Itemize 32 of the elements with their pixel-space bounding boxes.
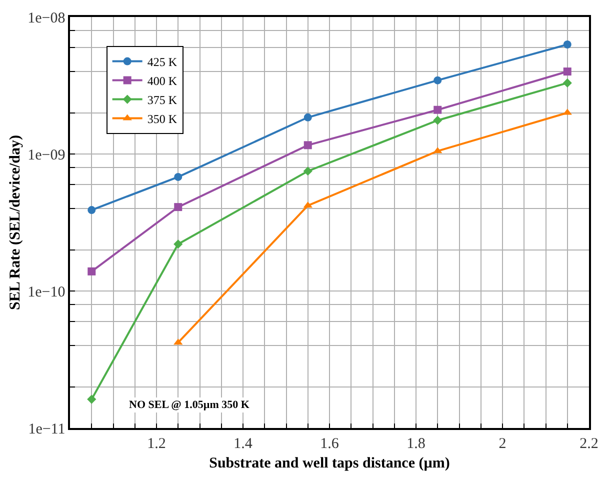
y-axis-title: SEL Rate (SEL/device/day) [7,134,24,310]
legend-label: 375 K [147,92,178,107]
x-tick-label: 1.4 [234,436,253,452]
annotation: NO SEL @ 1.05µm 350 K [129,399,250,411]
point [174,172,182,181]
x-tick-label: 1.8 [406,436,426,452]
point [304,113,312,122]
x-tick-label: 1.6 [320,436,340,452]
x-tick-label: 2.2 [580,436,598,452]
x-tick-label: 2 [498,436,506,452]
point [563,40,572,48]
y-tick-label: 1e−11 [28,421,66,438]
point [303,166,312,176]
point [434,76,442,84]
point [563,68,572,76]
legend-label: 350 K [147,112,178,126]
x-axis-title: Substrate and well taps distance (µm) [209,455,450,472]
point [174,240,183,249]
point [304,141,312,150]
point [88,267,96,276]
y-tick-label: 1e−08 [28,10,66,26]
point [434,106,442,114]
point [88,206,96,214]
legend-label: 425 K [147,54,178,69]
y-tick-label: 1e−09 [28,147,66,164]
point [174,203,182,212]
x-tick-label: 1.2 [147,436,166,452]
y-tick-label: 1e−10 [28,284,66,300]
point [433,116,442,125]
point [562,78,572,88]
point [87,394,96,404]
legend-label: 400 K [147,74,178,88]
